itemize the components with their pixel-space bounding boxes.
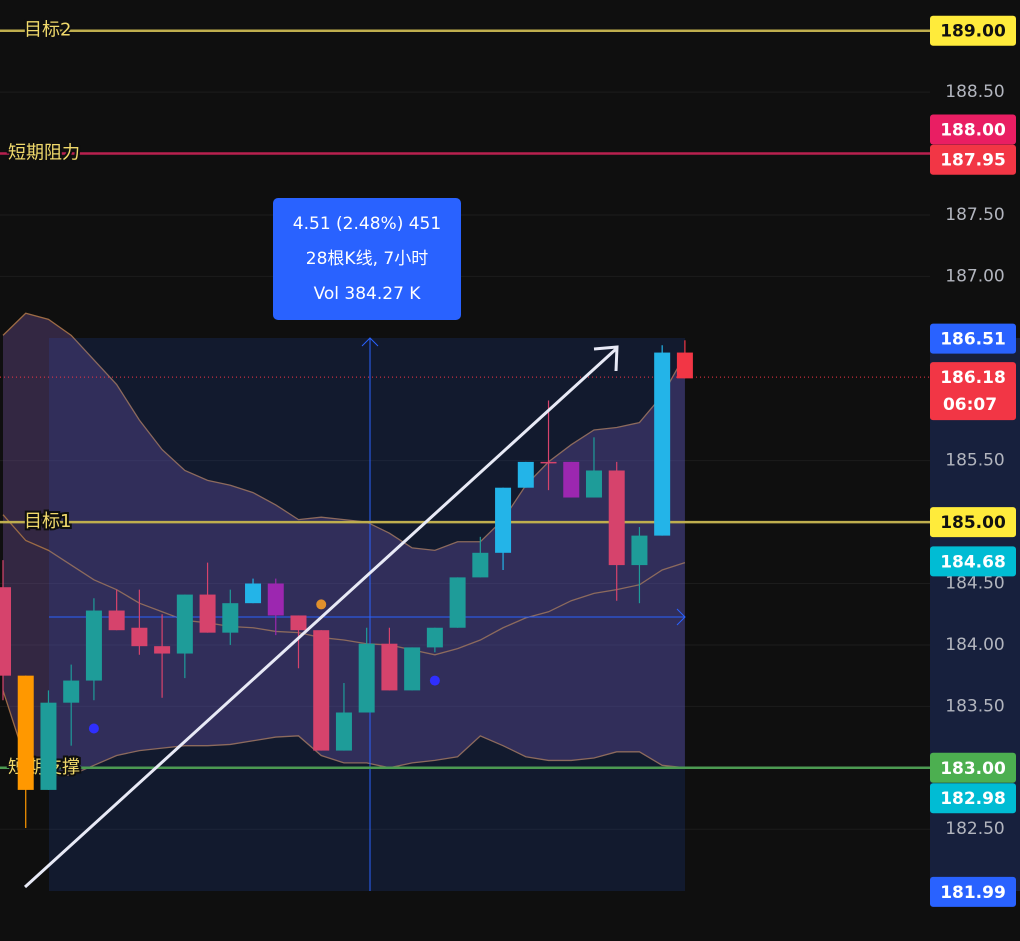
y-tick-label: 184.00 [945,635,1004,655]
candle-body [0,587,11,676]
candle-body [608,470,625,566]
candle-body [540,461,557,464]
measure-tooltip [273,198,461,320]
price-tag [930,114,1016,145]
measure-arrow [361,337,379,347]
candle-body [267,583,284,616]
y-tick-label: 183.50 [945,696,1004,716]
levels: 目标2短期阻力目标1短期支撑 [0,18,930,780]
y-tick-label: 187.00 [945,266,1004,286]
candle-body [85,610,102,681]
candle-body [313,630,330,751]
price-tag [930,144,1016,175]
price-tag-label: 188.00 [940,121,1006,141]
tooltip-line: Vol 384.27 K [314,284,422,304]
candle-body [290,615,307,631]
price-tag [930,752,1016,783]
signal-dot [88,723,99,734]
candle-body [17,675,34,790]
price-tag [930,546,1016,577]
candle-body [176,594,193,654]
measure-area [49,338,685,891]
tooltip-line: 4.51 (2.48%) 451 [293,214,441,234]
price-tag [930,362,1016,421]
price-tag [930,783,1016,814]
candle-body [245,583,262,604]
price-tag-label: 183.00 [940,759,1006,779]
candle-body [154,646,171,654]
candle-body [585,470,602,498]
price-tag-label: 184.68 [940,552,1006,572]
y-tick-label: 187.50 [945,205,1004,225]
measure-arrow [676,608,686,626]
band-line [2,312,686,552]
price-tag-label: 186.51 [940,330,1006,350]
candle-body [131,627,148,647]
candle-body [381,643,398,691]
price-tag [930,15,1016,46]
price-tags: 189.00 188.00 187.95 186.51 186.18 06:07 185.0… [930,15,1016,907]
price-tag [930,323,1016,354]
signal-dot [429,675,440,686]
candle-body [108,610,125,631]
candle-body [358,643,375,713]
trend-arrow [23,347,618,889]
band-line [2,690,685,776]
candle-body [449,577,466,628]
candle-body [63,680,80,703]
level-label: 目标2 [24,20,71,41]
price-tag-label: 181.99 [940,883,1006,903]
candle-body [495,487,512,553]
grid: 188.50 187.50 187.00 185.50 184.50 184.00 183.… [0,82,1005,839]
candle-body [40,702,57,790]
candle-body [517,461,534,488]
y-tick-label: 188.50 [945,82,1004,102]
band-fill [3,313,685,776]
candle-body [222,603,239,633]
tooltip-line: 28根K线, 7小时 [306,249,428,269]
price-tag-label: 182.98 [940,789,1006,809]
candle-body [404,647,421,691]
price-tag-label: 185.00 [940,513,1006,533]
candle-body [472,552,489,578]
candle-body [335,712,352,751]
candle-body [563,461,580,498]
trend-arrow-head [593,345,619,372]
candle-body [631,535,648,566]
price-tag-label: 186.18 [940,368,1006,388]
price-tag-label: 189.00 [940,22,1006,42]
y-tick-label: 182.50 [945,819,1004,839]
candle-body [654,352,671,536]
price-tag [930,876,1016,907]
price-tag [930,507,1016,538]
candle-body [199,594,216,633]
level-label: 短期阻力 [8,143,80,164]
price-tag-label: 187.95 [940,151,1006,171]
candles [0,340,693,828]
candle-body [676,352,693,379]
y-tick-label: 184.50 [945,574,1004,594]
signal-dot [316,599,327,610]
level-label: 目标1 [24,511,71,532]
y-tick-label: 185.50 [945,451,1004,471]
price-tag-countdown: 06:07 [943,395,997,415]
candle-body [426,627,443,648]
